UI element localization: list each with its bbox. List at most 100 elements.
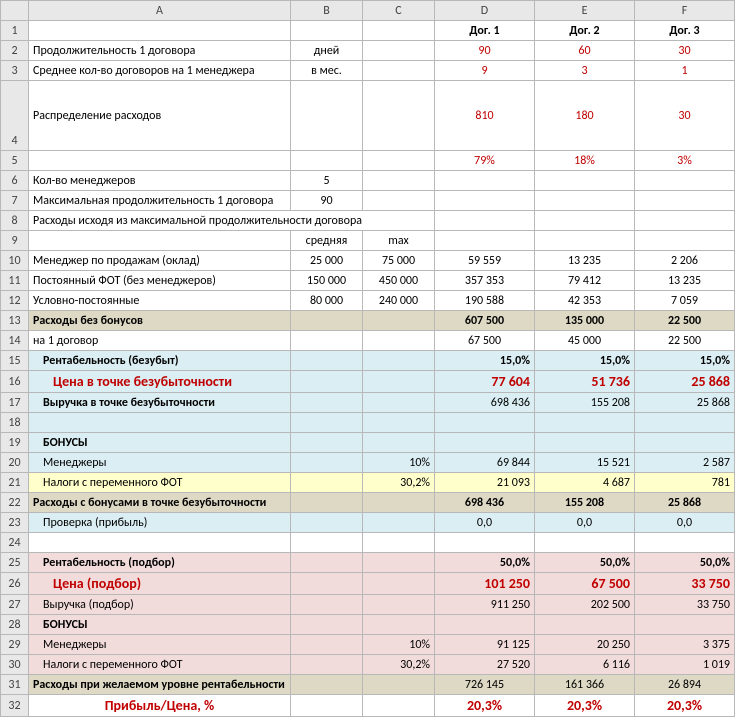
cell[interactable] [29,231,291,251]
row-header[interactable]: 10 [1,251,29,271]
cell[interactable] [291,473,363,493]
cell[interactable]: 5 [291,171,363,191]
cell[interactable] [363,433,435,453]
cell[interactable] [535,191,635,211]
row-header[interactable]: 14 [1,331,29,351]
cell[interactable]: 0,0 [435,513,535,533]
row-header[interactable]: 5 [1,151,29,171]
cell[interactable]: БОНУСЫ [29,615,291,635]
cell[interactable]: 21 093 [435,473,535,493]
cell[interactable] [291,675,363,695]
cell[interactable]: 20,3% [635,695,735,717]
row-header[interactable]: 7 [1,191,29,211]
cell[interactable]: 698 436 [435,393,535,413]
cell[interactable]: Распределение расходов [29,81,291,151]
row-header[interactable]: 18 [1,413,29,433]
cell[interactable]: дней [291,41,363,61]
row-header[interactable]: 2 [1,41,29,61]
cell[interactable] [291,493,363,513]
cell[interactable]: Менеджеры [29,453,291,473]
row-header[interactable]: 30 [1,655,29,675]
cell[interactable] [435,533,535,553]
cell[interactable]: 75 000 [363,251,435,271]
cell[interactable] [291,595,363,615]
cell[interactable] [363,371,435,393]
cell[interactable] [435,231,535,251]
cell[interactable]: 13 235 [635,271,735,291]
cell[interactable] [363,573,435,595]
cell[interactable]: 1 019 [635,655,735,675]
cell-price-podbor[interactable]: Цена (подбор) [29,573,291,595]
cell[interactable] [29,21,291,41]
cell[interactable] [291,433,363,453]
cell[interactable] [635,211,735,231]
cell[interactable]: Максимальная продолжительность 1 договор… [29,191,291,211]
cell[interactable]: Расходы исходя из максимальной продолжит… [29,211,435,231]
col-header-D[interactable]: D [435,1,535,21]
cell[interactable]: 22 500 [635,311,735,331]
cell[interactable] [363,413,435,433]
cell[interactable]: Условно-постоянные [29,291,291,311]
cell[interactable]: 30 [635,41,735,61]
row-header[interactable]: 26 [1,573,29,595]
cell[interactable] [363,675,435,695]
cell[interactable]: 30,2% [363,655,435,675]
cell[interactable] [291,393,363,413]
cell[interactable]: 155 208 [535,493,635,513]
cell[interactable] [291,635,363,655]
cell-header-dog2[interactable]: Дог. 2 [535,21,635,41]
cell[interactable]: на 1 договор [29,331,291,351]
cell[interactable]: max [363,231,435,251]
col-header-B[interactable]: B [291,1,363,21]
cell[interactable] [363,311,435,331]
cell[interactable]: 79% [435,151,535,171]
cell[interactable]: 9 [435,61,535,81]
cell[interactable]: 20,3% [535,695,635,717]
cell[interactable] [29,413,291,433]
cell[interactable]: 25 868 [635,371,735,393]
cell[interactable] [435,433,535,453]
cell[interactable]: 25 868 [635,493,735,513]
cell[interactable]: Постоянный ФОТ (без менеджеров) [29,271,291,291]
cell[interactable]: 15,0% [435,351,535,371]
cell[interactable]: средняя [291,231,363,251]
row-header[interactable]: 15 [1,351,29,371]
row-header[interactable]: 17 [1,393,29,413]
cell[interactable]: 90 [291,191,363,211]
cell[interactable]: 10% [363,453,435,473]
cell[interactable] [363,61,435,81]
cell[interactable]: 59 559 [435,251,535,271]
cell[interactable] [363,81,435,151]
row-header[interactable]: 12 [1,291,29,311]
cell[interactable]: 45 000 [535,331,635,351]
cell[interactable]: Продолжительность 1 договора [29,41,291,61]
cell[interactable]: 150 000 [291,271,363,291]
cell[interactable]: 135 000 [535,311,635,331]
cell[interactable]: 25 000 [291,251,363,271]
cell[interactable]: БОНУСЫ [29,433,291,453]
cell[interactable]: Менеджер по продажам (оклад) [29,251,291,271]
cell[interactable]: 27 520 [435,655,535,675]
cell[interactable]: Проверка (прибыль) [29,513,291,533]
cell[interactable] [435,211,535,231]
row-header[interactable]: 19 [1,433,29,453]
row-header[interactable]: 8 [1,211,29,231]
cell[interactable]: Расходы с бонусами в точке безубыточност… [29,493,291,513]
cell[interactable]: 60 [535,41,635,61]
row-header[interactable]: 3 [1,61,29,81]
cell[interactable] [435,413,535,433]
corner-cell[interactable] [1,1,29,21]
cell[interactable] [291,573,363,595]
cell[interactable] [29,533,291,553]
cell[interactable]: 33 750 [635,595,735,615]
row-header[interactable]: 24 [1,533,29,553]
cell[interactable] [363,21,435,41]
cell[interactable] [363,553,435,573]
col-header-F[interactable]: F [635,1,735,21]
cell[interactable] [291,413,363,433]
cell[interactable] [535,615,635,635]
row-header[interactable]: 20 [1,453,29,473]
row-header[interactable]: 27 [1,595,29,615]
cell[interactable]: 69 844 [435,453,535,473]
cell-breakeven-price[interactable]: Цена в точке безубыточности [29,371,291,393]
